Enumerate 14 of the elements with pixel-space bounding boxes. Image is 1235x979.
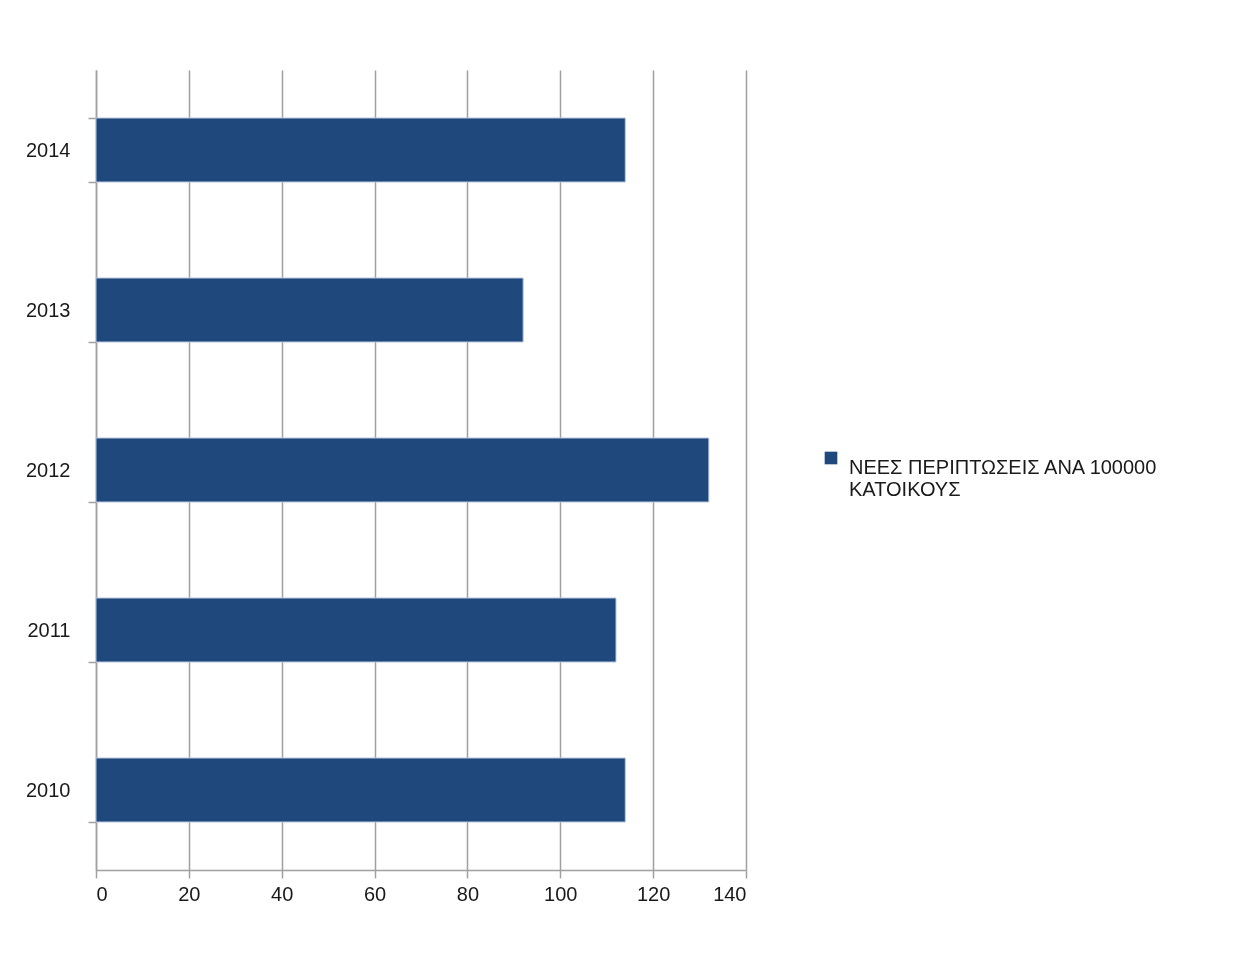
y-tick-label: 2010 <box>26 778 71 801</box>
x-tick-label: 80 <box>456 882 480 905</box>
x-tick-label: 100 <box>544 882 578 905</box>
y-tick-label: 2013 <box>26 298 71 321</box>
legend-label: ΝΕΕΣ ΠΕΡΙΠΤΩΣΕΙΣ ΑΝΑ 100000 ΚΑΤΟΙΚΟΥΣ <box>849 456 1157 500</box>
y-tick-label: 2011 <box>27 618 71 641</box>
y-tick-label: 2012 <box>26 458 71 481</box>
x-tick-label: 120 <box>636 882 671 905</box>
x-tick-label: 40 <box>271 882 294 905</box>
x-tick-label: 60 <box>363 882 387 905</box>
y-tick-label: 2014 <box>26 138 71 161</box>
x-tick-label: 20 <box>178 882 201 905</box>
x-tick-label: 0 <box>96 882 108 905</box>
x-tick-label: 140 <box>713 882 747 905</box>
